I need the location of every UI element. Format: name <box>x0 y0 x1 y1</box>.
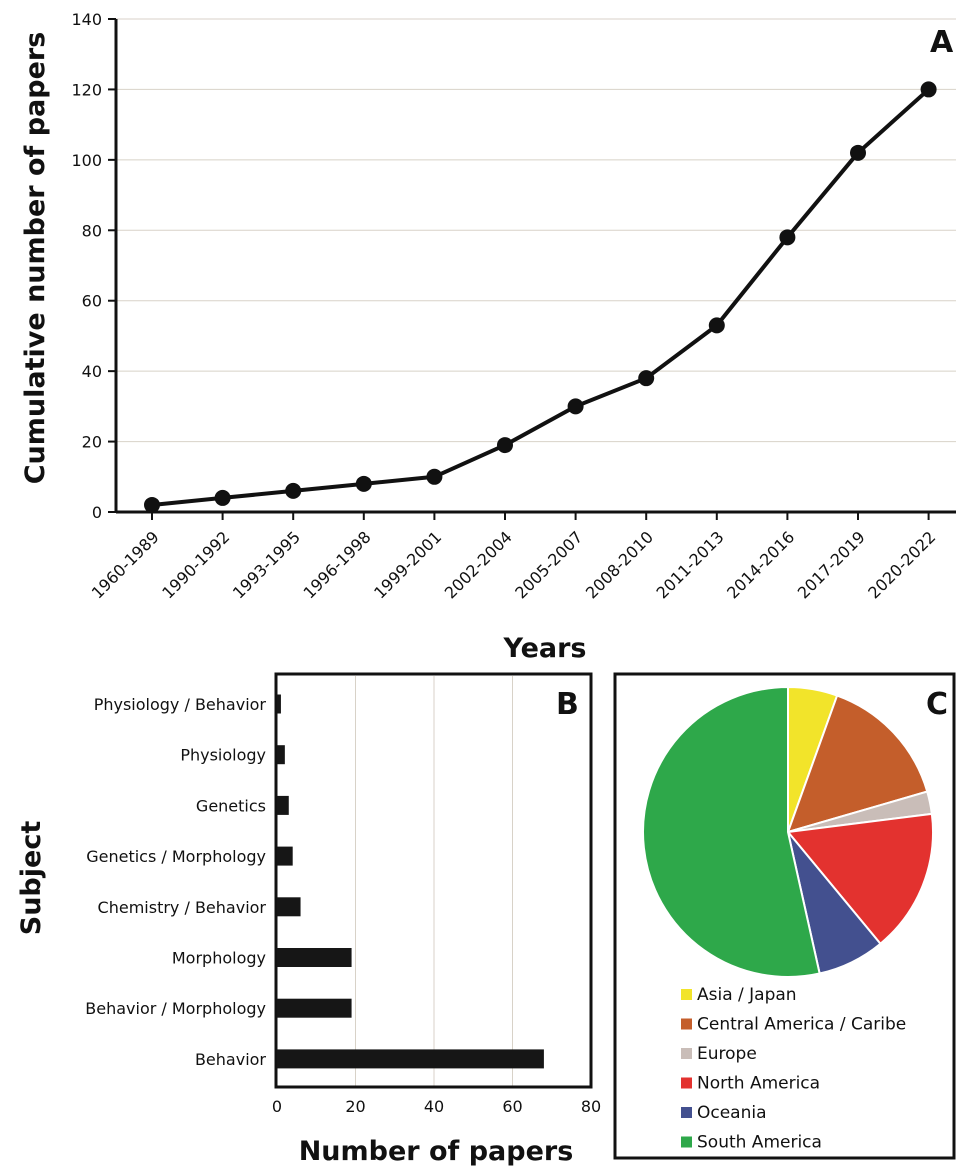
panel-c-pie-chart: Asia / Japan Central America / Caribe Euro… <box>613 672 956 1160</box>
panel-c-legend-label: Europe <box>697 1044 757 1064</box>
panel-c-pie-slice <box>786 694 929 834</box>
panel-b-category-label: Physiology / Behavior <box>94 695 267 714</box>
panel-a-data-point <box>567 398 584 415</box>
panel-c-label: C <box>926 687 948 722</box>
panel-b-x-tick-label: 60 <box>502 1097 522 1116</box>
panel-a-y-tick-label: 20 <box>82 433 102 452</box>
panel-b-y-axis-title: Subject <box>16 821 47 936</box>
panel-b-bar <box>277 948 352 967</box>
panel-a-y-tick-label: 120 <box>71 80 102 99</box>
panel-a-data-point <box>850 144 866 161</box>
panel-b-bar <box>277 897 301 917</box>
panel-a-data-point <box>214 489 231 506</box>
panel-c-legend-swatch <box>681 1018 692 1030</box>
panel-c-legend-label: Asia / Japan <box>697 985 797 1005</box>
panel-c-pie-slice <box>642 685 821 978</box>
panel-b-category-label: Physiology <box>180 746 266 765</box>
panel-c-legend-swatch <box>681 1107 692 1118</box>
panel-c-frame <box>613 672 956 1160</box>
panel-a-x-tick-label: 2008-2010 <box>582 527 657 602</box>
panel-b-bar <box>277 694 281 714</box>
panel-b-bars <box>277 694 544 1069</box>
panel-c-legend-swatch <box>681 1136 692 1148</box>
panel-b-x-tick-label: 40 <box>424 1097 444 1116</box>
panel-a-x-tick-label: 2014-2016 <box>723 527 798 602</box>
panel-a-y-tick-label: 40 <box>82 362 102 381</box>
panel-a-label: A <box>930 25 954 60</box>
panel-c-legend-swatch <box>681 989 692 1000</box>
panel-b-category-label: Behavior <box>195 1050 266 1069</box>
panel-a-x-tick-label: 1993-1995 <box>229 527 304 602</box>
panel-a-series-line <box>151 87 930 507</box>
panel-b-bar <box>277 795 289 815</box>
panel-a-y-axis-title: Cumulative number of papers <box>20 32 51 485</box>
panel-b-category-label: Genetics / Morphology <box>86 847 266 866</box>
panel-b-category-label: Chemistry / Behavior <box>98 898 267 917</box>
panel-a-data-point <box>779 229 796 246</box>
panel-a-data-point <box>638 370 655 387</box>
panel-b-bar <box>277 846 293 866</box>
panel-b-x-tick-label: 0 <box>272 1097 282 1116</box>
panel-c-legend-label: Central America / Caribe <box>697 1015 906 1035</box>
panel-c-legend-label: Oceania <box>697 1103 767 1123</box>
panel-a-y-tick-label: 100 <box>71 151 102 170</box>
panel-b-category-label: Genetics <box>196 796 266 815</box>
panel-a-data-point <box>285 482 302 499</box>
panel-a-x-tick-label: 2011-2013 <box>653 527 728 602</box>
panel-b-x-axis-title: Number of papers <box>299 1136 574 1167</box>
panel-a-x-tick-label: 1996-1998 <box>300 527 375 602</box>
panel-a-gridlines <box>116 18 956 443</box>
panel-b-bar <box>277 998 352 1018</box>
panel-c-legend-swatch <box>681 1048 692 1059</box>
panel-b-frame <box>274 672 593 1089</box>
panel-a-x-tick-label: 2005-2007 <box>511 527 586 602</box>
panel-a-data-point <box>355 475 372 492</box>
panel-b-bar-chart: Physiology / Behavior Physiology Genetics G… <box>16 672 601 1167</box>
panel-a-data-point <box>144 496 160 513</box>
panel-a-x-tick-label: 1990-1992 <box>158 527 233 602</box>
panel-a-y-ticks: 0 20 40 60 80 100 120 140 <box>71 10 116 522</box>
panel-b-category-label: Morphology <box>172 949 266 968</box>
panel-c-legend-label: South America <box>697 1133 822 1153</box>
panel-c-slices <box>642 685 934 978</box>
panel-a-y-tick-label: 60 <box>82 292 102 311</box>
panel-c-legend-swatch <box>681 1077 692 1089</box>
panel-a-x-axis-title: Years <box>503 633 587 664</box>
panel-b-category-label: Behavior / Morphology <box>85 999 266 1018</box>
panel-c-legend-label: North America <box>697 1074 820 1094</box>
panel-a-y-tick-label: 0 <box>92 503 102 522</box>
panel-a-x-tick-label: 1960-1989 <box>88 527 163 602</box>
panel-c-legend: Asia / Japan Central America / Caribe Euro… <box>681 985 906 1153</box>
panel-c-pie-slice <box>786 812 934 946</box>
panel-a-points <box>144 81 937 513</box>
panel-b-gridlines <box>355 676 513 1086</box>
panel-a-data-point <box>708 317 725 334</box>
panel-b-label: B <box>556 687 579 722</box>
panel-a-data-point <box>497 437 513 454</box>
panel-a-x-tick-label: 2017-2019 <box>794 527 869 602</box>
panel-b-x-tick-label: 80 <box>581 1097 601 1116</box>
panel-a-data-point <box>426 468 443 485</box>
panel-a-y-tick-label: 140 <box>71 10 102 29</box>
panel-a-data-point <box>920 81 937 98</box>
panel-b-category-labels: Physiology / Behavior Physiology Genetics G… <box>85 695 266 1069</box>
panel-a-y-tick-label: 80 <box>82 221 102 240</box>
panel-a-x-ticks: 1960-19891990-19921993-19951996-19981999… <box>88 512 939 603</box>
panel-a-x-tick-label: 2002-2004 <box>441 527 516 602</box>
panel-b-bar <box>277 1049 544 1069</box>
panel-b-bar <box>277 745 285 765</box>
panel-a-x-tick-label: 2020-2022 <box>864 527 939 602</box>
panel-b-x-ticks: 0 20 40 60 80 <box>272 1097 601 1116</box>
panel-b-x-tick-label: 20 <box>345 1097 365 1116</box>
panel-a-x-tick-label: 1999-2001 <box>370 527 445 602</box>
